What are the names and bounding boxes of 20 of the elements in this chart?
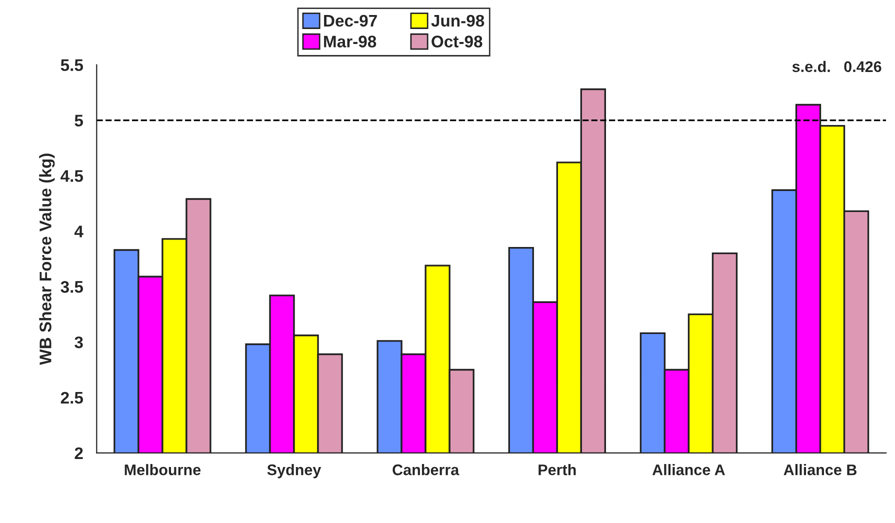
y-tick-label: 2.5 [60,392,84,404]
legend-label: Jun-98 [431,14,484,27]
y-tick-label: 5 [74,114,83,126]
annotation: s.e.d. 0.426 [792,60,882,72]
x-tick-label: Sydney [267,464,322,478]
y-tick-label: 4 [74,226,84,238]
y-tick-label: 3.5 [60,281,84,293]
y-tick-label: 5.5 [60,59,84,72]
y-axis-title: WB Shear Force Value (kg) [39,154,55,365]
x-tick-label: Alliance A [652,464,725,476]
y-tick-label: 3 [74,336,83,348]
legend-label: Oct-98 [432,36,482,48]
x-tick-label: Alliance B [784,464,857,476]
y-tick-label: 4.5 [60,170,84,182]
y-tick-label: 2 [74,447,83,459]
x-tick-label: Melbourne [124,464,201,476]
legend-label: Dec-97 [324,14,377,27]
x-tick-label: Canberra [392,464,460,476]
legend-label: Mar-98 [324,36,376,48]
x-tick-label: Perth [538,464,576,476]
